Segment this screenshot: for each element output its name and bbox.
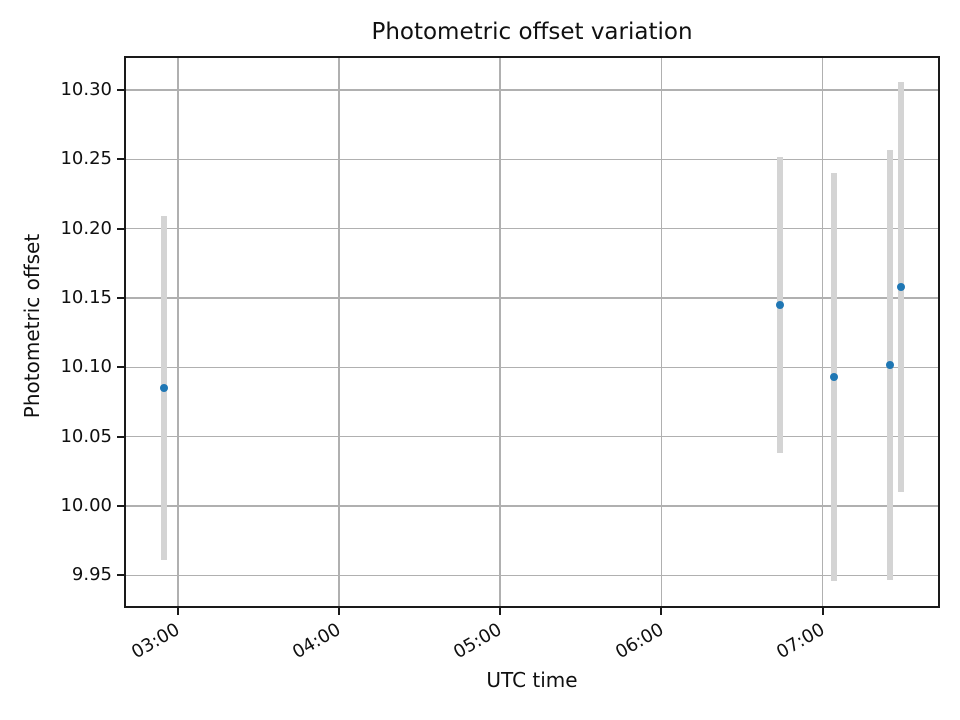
x-tick-mark	[337, 607, 340, 615]
y-tick-mark	[117, 366, 125, 369]
y-tick-mark	[117, 158, 125, 161]
x-tick-label: 05:00	[450, 619, 506, 664]
y-tick-label: 9.95	[71, 564, 112, 586]
x-tick-mark	[499, 607, 502, 615]
x-tick-label: 04:00	[289, 619, 345, 664]
x-axis-label: UTC time	[486, 668, 578, 692]
x-gridline	[660, 58, 663, 606]
x-tick-label: 06:00	[611, 619, 667, 664]
data-point	[775, 300, 784, 309]
x-gridline	[499, 58, 501, 606]
data-point	[829, 373, 838, 382]
y-tick-mark	[117, 574, 125, 577]
y-tick-mark	[117, 297, 125, 299]
y-tick-label: 10.30	[60, 78, 112, 100]
x-tick-mark	[821, 607, 824, 615]
y-tick-label: 10.10	[60, 356, 112, 378]
y-gridline	[126, 227, 938, 230]
x-gridline	[821, 58, 824, 606]
y-tick-label: 10.20	[60, 217, 112, 239]
y-gridline	[126, 366, 938, 369]
y-tick-label: 10.00	[60, 495, 112, 517]
x-tick-label: 07:00	[772, 619, 829, 664]
x-tick-mark	[660, 607, 663, 615]
y-gridline	[126, 505, 938, 507]
y-tick-mark	[117, 505, 125, 508]
y-tick-label: 10.25	[60, 148, 112, 170]
x-gridline	[338, 58, 340, 606]
y-tick-label: 10.05	[60, 425, 112, 447]
y-gridline	[126, 89, 938, 91]
chart-title: Photometric offset variation	[371, 19, 693, 45]
y-gridline	[126, 297, 938, 299]
y-gridline	[126, 158, 938, 161]
data-point	[896, 282, 905, 291]
y-tick-mark	[117, 435, 125, 438]
y-gridline	[126, 574, 938, 577]
y-tick-mark	[117, 227, 125, 230]
x-tick-label: 03:00	[127, 619, 184, 664]
y-axis-label-text: Photometric offset	[20, 233, 44, 419]
data-point	[885, 360, 894, 369]
data-point	[160, 384, 169, 393]
y-tick-mark	[117, 88, 125, 91]
plot-area	[124, 56, 940, 608]
y-tick-label: 10.15	[60, 287, 112, 308]
y-gridline	[126, 435, 938, 438]
x-tick-mark	[176, 607, 179, 615]
x-gridline	[177, 58, 179, 606]
